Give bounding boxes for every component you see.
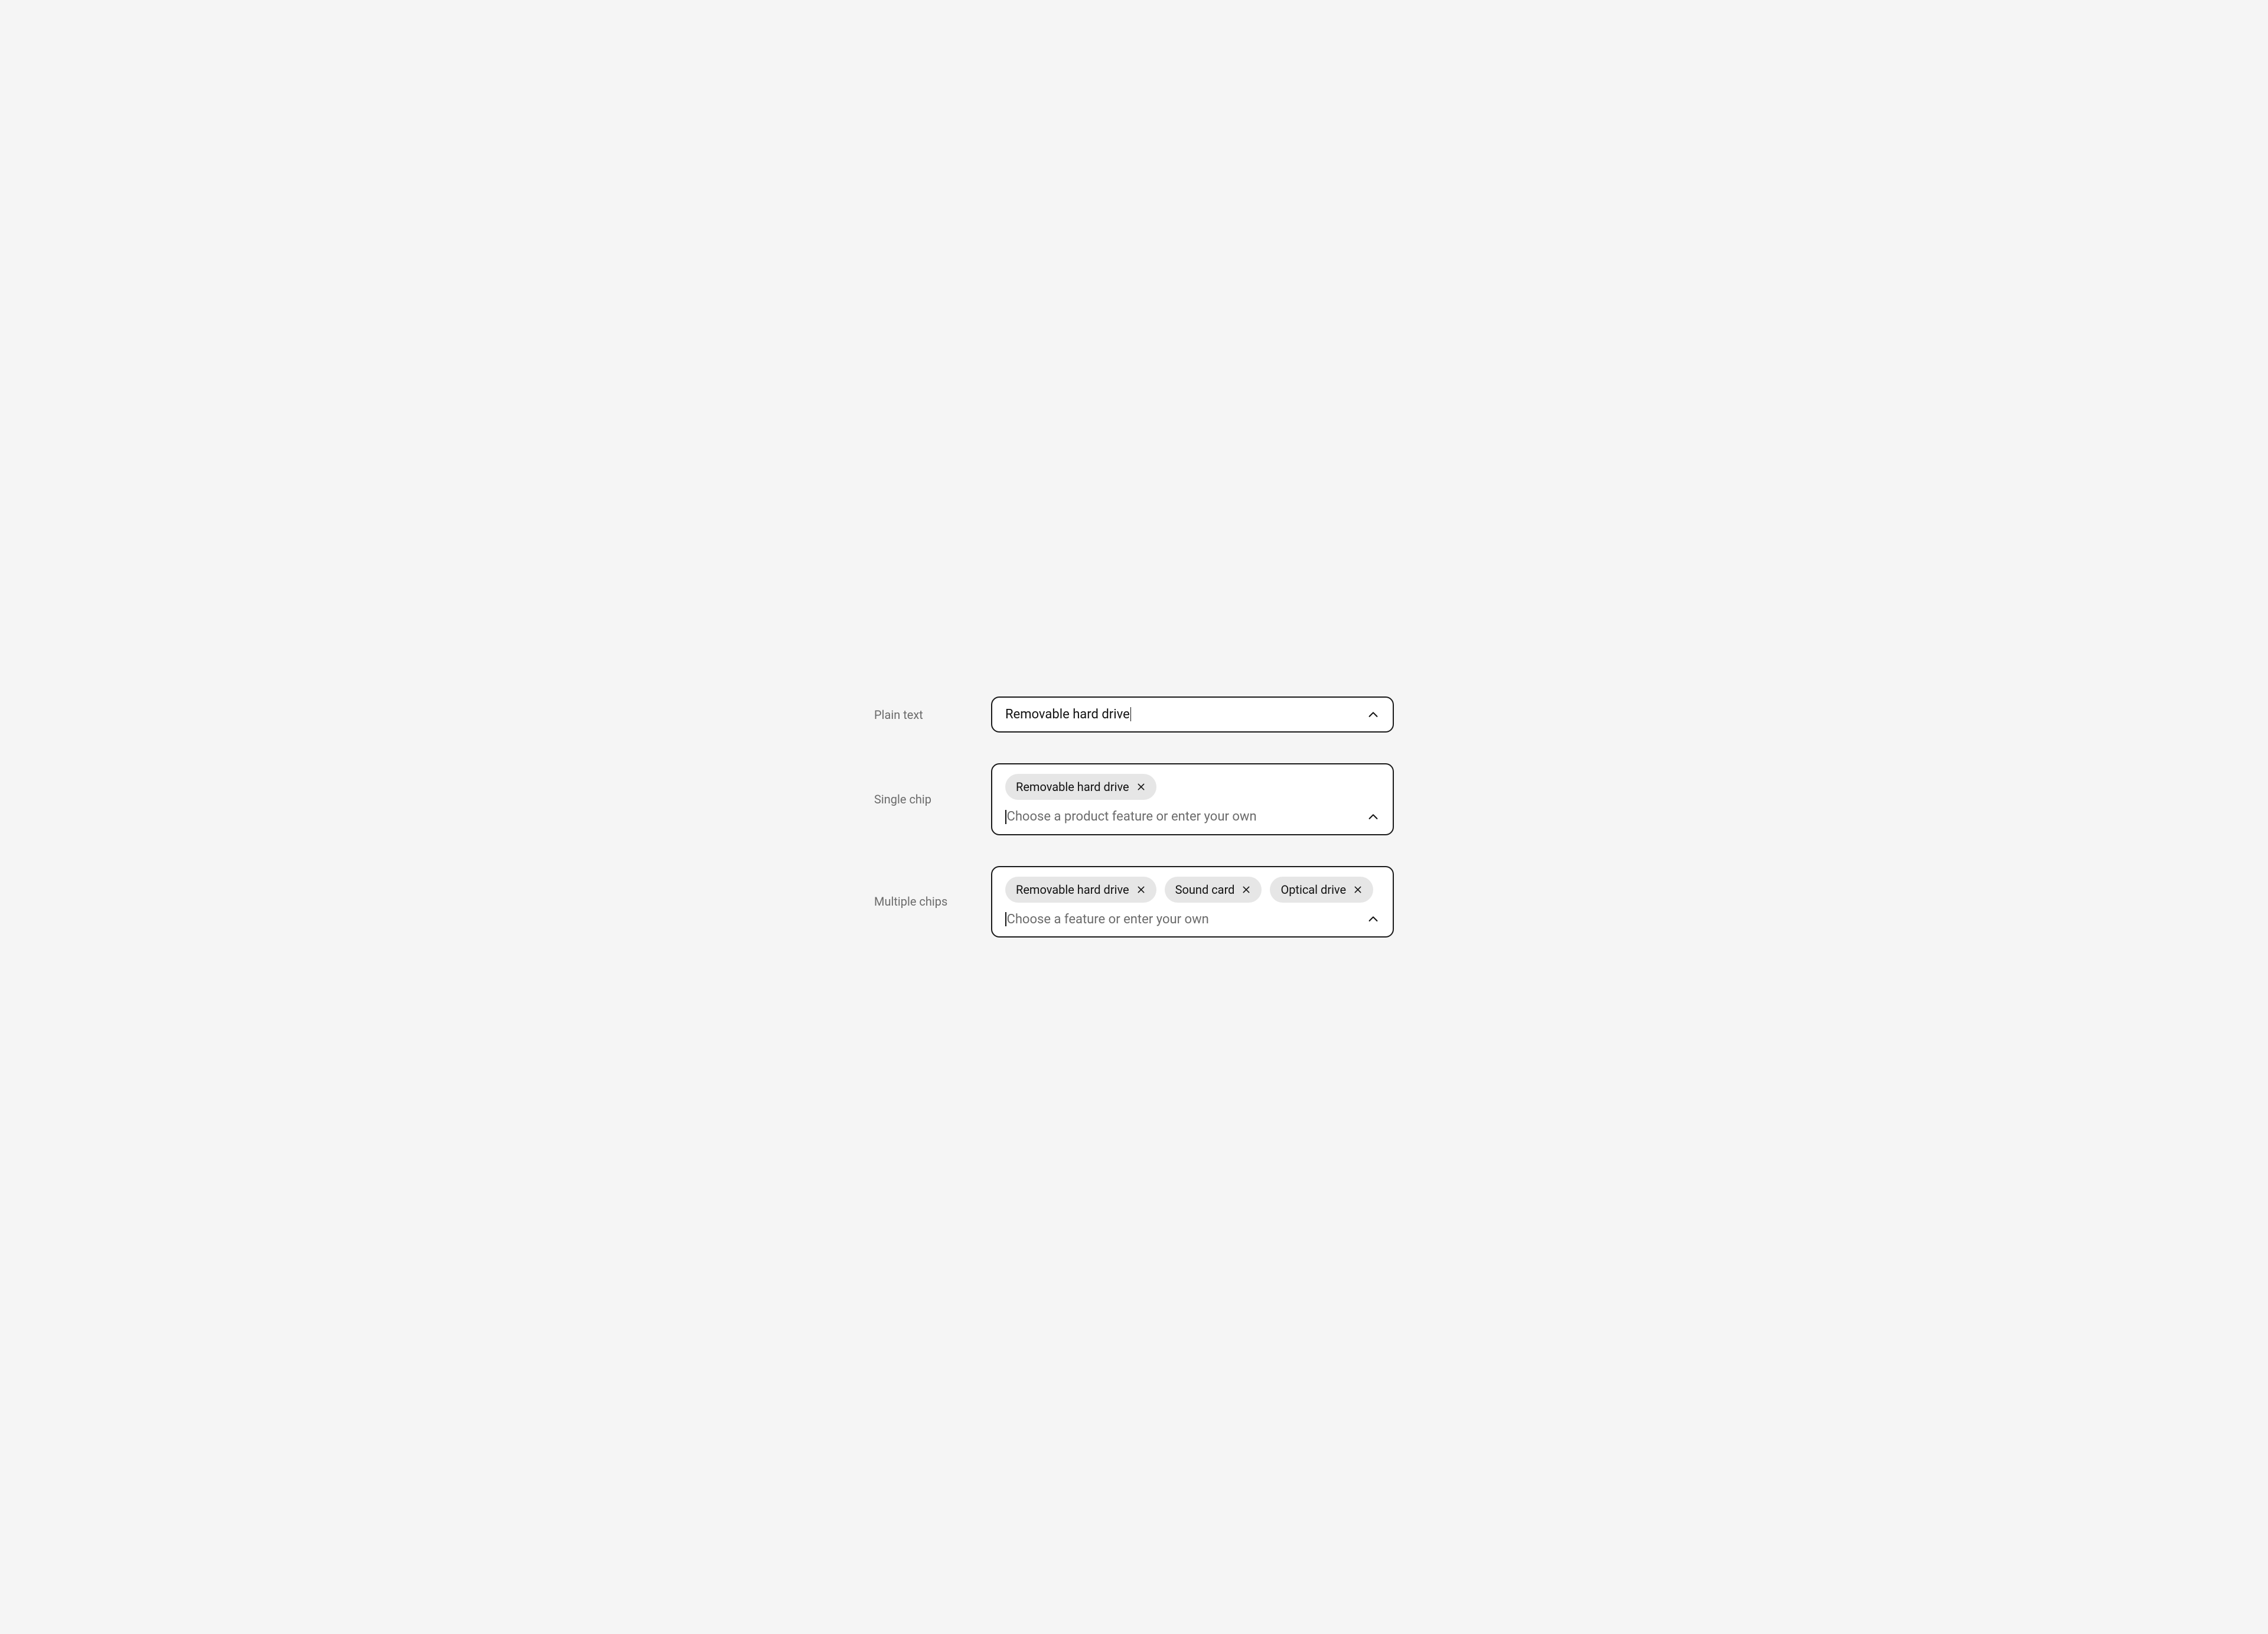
combobox-single[interactable]: Removable hard drive Choose a product fe…: [991, 763, 1394, 835]
chip-label: Removable hard drive: [1016, 780, 1129, 794]
chip[interactable]: Optical drive: [1270, 877, 1373, 903]
text-cursor: [1130, 707, 1132, 721]
chip-row-multiple: Removable hard drive Sound card Optical …: [1005, 877, 1380, 903]
close-icon[interactable]: [1136, 782, 1146, 792]
label-single-chip: Single chip: [874, 792, 963, 806]
text-cursor: [1005, 912, 1006, 926]
chip[interactable]: Removable hard drive: [1005, 774, 1156, 800]
chevron-up-icon[interactable]: [1367, 708, 1380, 721]
chip-label: Sound card: [1175, 883, 1235, 897]
chip[interactable]: Sound card: [1165, 877, 1262, 903]
close-icon[interactable]: [1353, 885, 1363, 894]
combobox-plain-line: Removable hard drive: [1005, 707, 1380, 722]
combobox-placeholder: Choose a feature or enter your own: [1005, 912, 1209, 927]
combobox-plain-value: Removable hard drive: [1005, 707, 1131, 722]
chevron-up-icon[interactable]: [1367, 913, 1380, 926]
close-icon[interactable]: [1136, 885, 1146, 894]
combobox-plain[interactable]: Removable hard drive: [991, 696, 1394, 733]
combobox-plain-value-text: Removable hard drive: [1005, 707, 1130, 722]
label-plain-text: Plain text: [874, 708, 963, 722]
row-single-chip: Single chip Removable hard drive Choose …: [874, 763, 1394, 835]
combobox-multiple[interactable]: Removable hard drive Sound card Optical …: [991, 866, 1394, 938]
row-multiple-chips: Multiple chips Removable hard drive Soun…: [874, 866, 1394, 938]
combobox-placeholder-text: Choose a feature or enter your own: [1007, 912, 1209, 927]
chip-row-single: Removable hard drive: [1005, 774, 1380, 800]
chevron-up-icon[interactable]: [1367, 811, 1380, 823]
close-icon[interactable]: [1241, 885, 1251, 894]
combobox-input-line[interactable]: Choose a feature or enter your own: [1005, 912, 1380, 927]
row-plain-text: Plain text Removable hard drive: [874, 696, 1394, 733]
combobox-placeholder: Choose a product feature or enter your o…: [1005, 809, 1257, 824]
chip-label: Removable hard drive: [1016, 883, 1129, 897]
combobox-input-line[interactable]: Choose a product feature or enter your o…: [1005, 809, 1380, 824]
chip[interactable]: Removable hard drive: [1005, 877, 1156, 903]
combobox-examples: Plain text Removable hard drive Single c…: [874, 696, 1394, 938]
text-cursor: [1005, 810, 1006, 824]
chip-label: Optical drive: [1280, 883, 1346, 897]
label-multiple-chips: Multiple chips: [874, 894, 963, 909]
combobox-placeholder-text: Choose a product feature or enter your o…: [1007, 809, 1257, 824]
